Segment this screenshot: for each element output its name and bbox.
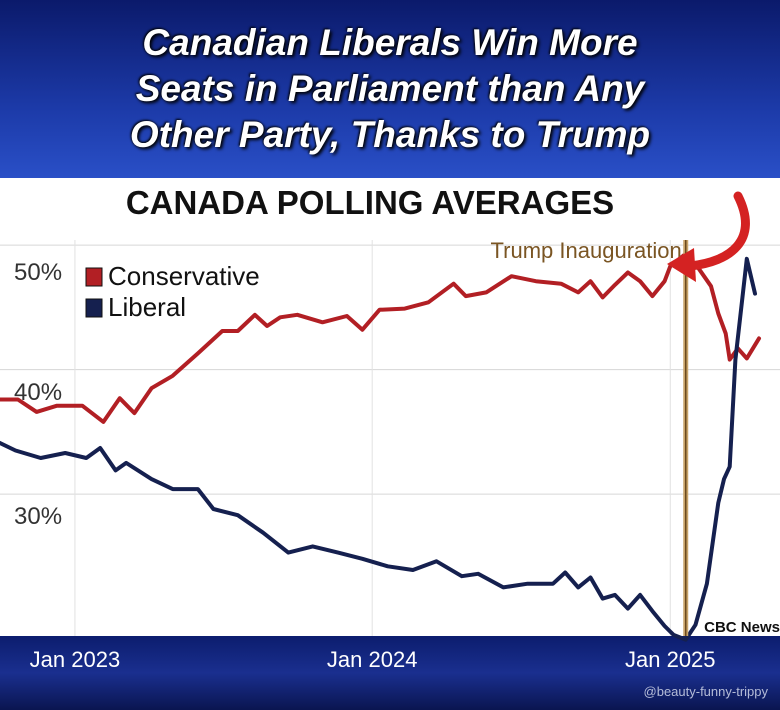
x-tick-label: Jan 2025 xyxy=(625,647,716,672)
watermark: @beauty-funny-trippy xyxy=(643,684,768,699)
annotation-arrow-head xyxy=(667,248,696,282)
chart-title: CANADA POLLING AVERAGES xyxy=(126,184,614,221)
annotation-arrow-shaft xyxy=(685,191,750,271)
annotation-label: Trump Inauguration xyxy=(491,238,682,263)
legend-swatch-conservative xyxy=(85,267,103,287)
y-tick-label: 50% xyxy=(14,259,62,286)
headline-line-3: Other Party, Thanks to Trump xyxy=(129,114,651,155)
series-line-liberal xyxy=(0,256,757,642)
headline-background xyxy=(0,0,780,180)
legend-swatch-liberal xyxy=(85,298,103,318)
headline-line-1: Canadian Liberals Win More xyxy=(142,22,638,63)
source-label: CBC News xyxy=(704,619,780,636)
legend-label-liberal: Liberal xyxy=(108,292,186,322)
x-tick-label: Jan 2024 xyxy=(327,647,418,672)
headline-line-2: Seats in Parliament than Any xyxy=(135,68,645,109)
x-tick-label: Jan 2023 xyxy=(30,647,121,672)
footer-strip xyxy=(0,636,780,710)
y-tick-label: 30% xyxy=(14,503,62,530)
legend-label-conservative: Conservative xyxy=(108,261,260,291)
